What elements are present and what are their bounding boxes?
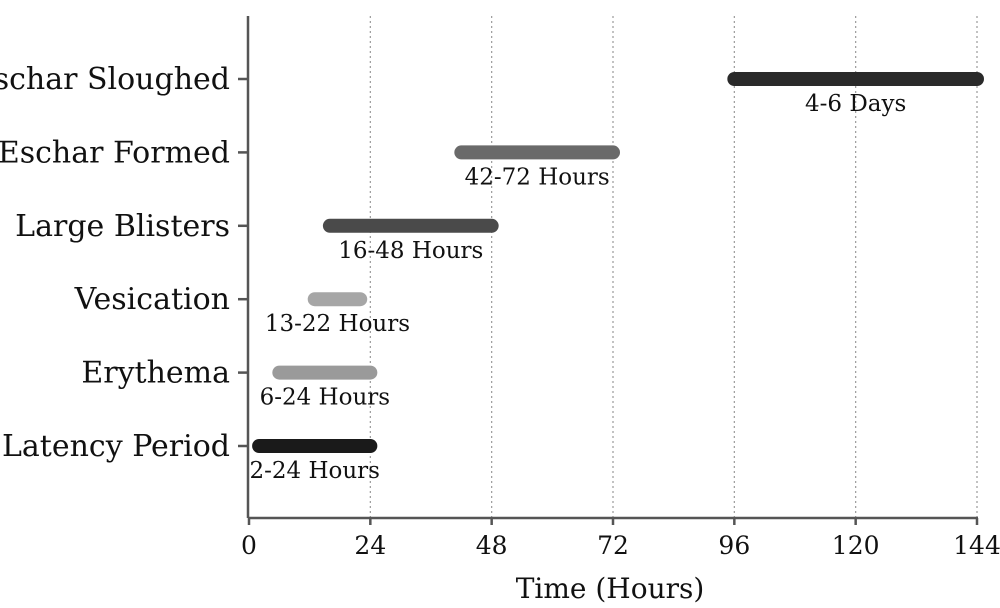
bar-data-label: 6-24 Hours [260, 385, 391, 411]
category-label: Erythema [81, 356, 230, 391]
bar-data-label: 4-6 Days [805, 91, 906, 117]
category-label: Vesication [74, 282, 230, 317]
bar-data-label: 2-24 Hours [249, 458, 380, 484]
x-tick-label: 48 [476, 531, 508, 560]
category-label: Latency Period [2, 429, 230, 464]
grid-lines [369, 16, 978, 518]
category-label: Eschar Formed [0, 135, 230, 170]
range-bars: 2-24 Hours 6-24 Hours 13-22 Hours 16-48 Hou… [249, 72, 984, 484]
category-label: Eschar Sloughed [0, 62, 230, 97]
x-tick-label: 120 [832, 531, 880, 560]
x-axis-title: Time (Hours) [516, 572, 705, 605]
x-tick-label: 72 [597, 531, 629, 560]
x-tick-label: 0 [241, 531, 257, 560]
x-tick-label: 144 [953, 531, 1000, 560]
bar-data-label: 16-48 Hours [338, 238, 483, 264]
category-labels: Latency Period Erythema Vesication Large Bl… [0, 62, 248, 464]
bar-data-label: 13-22 Hours [265, 311, 410, 337]
x-tick-label: 96 [718, 531, 750, 560]
bar-data-label: 42-72 Hours [465, 164, 610, 190]
category-label: Large Blisters [15, 209, 230, 244]
x-axis-ticks: 0 24 48 72 96 120 144 [241, 518, 1000, 560]
x-tick-label: 24 [354, 531, 386, 560]
